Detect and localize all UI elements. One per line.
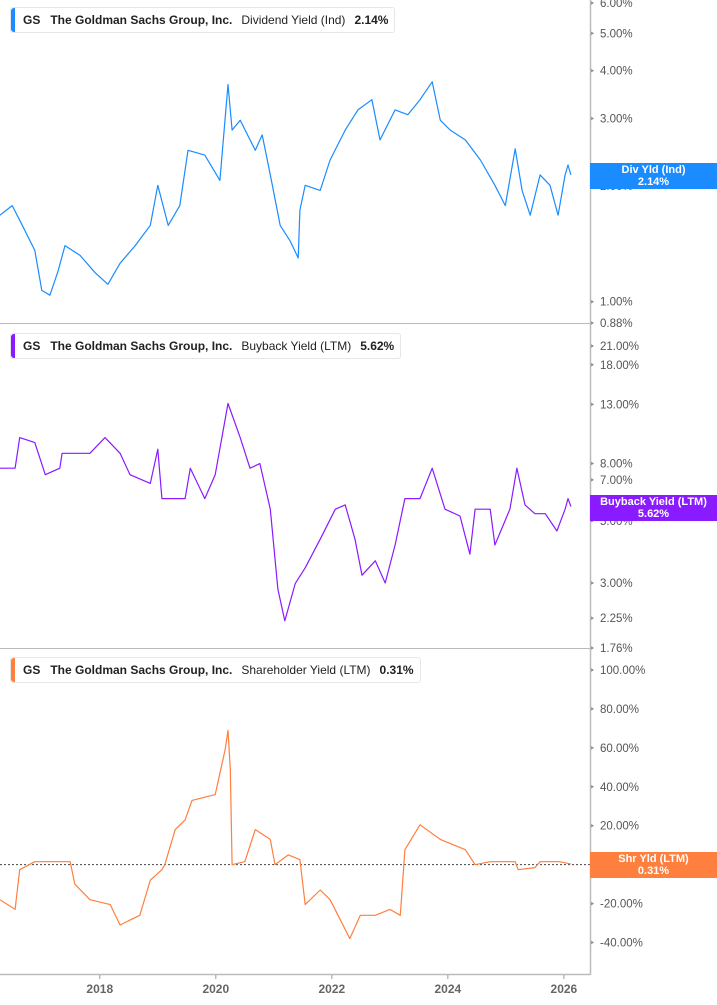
legend-company: The Goldman Sachs Group, Inc. — [50, 339, 233, 353]
legend-company: The Goldman Sachs Group, Inc. — [50, 663, 233, 677]
y-tick-label: 5.00% — [600, 28, 633, 40]
y-tick-label: 13.00% — [600, 399, 639, 411]
legend-shareholder-yield: GS The Goldman Sachs Group, Inc. Shareho… — [10, 657, 421, 683]
legend-value: 5.62% — [360, 339, 395, 353]
legend-metric: Buyback Yield (LTM) — [241, 339, 352, 353]
legend-ticker: GS — [23, 339, 41, 353]
series-color-swatch — [11, 8, 15, 32]
marker-label: Buyback Yield (LTM) — [600, 496, 707, 508]
x-tick-label: 2018 — [86, 982, 113, 996]
marker-value: 5.62% — [637, 508, 670, 520]
series-color-swatch — [11, 658, 15, 682]
marker-label: Div Yld (Ind) — [621, 164, 686, 176]
legend-buyback-yield: GS The Goldman Sachs Group, Inc. Buyback… — [10, 333, 402, 359]
y-tick-label: 0.88% — [600, 318, 633, 330]
series-line — [0, 729, 572, 940]
y-tick-label: 4.00% — [600, 66, 633, 78]
x-tick-label: 2022 — [318, 982, 345, 996]
series-line — [0, 81, 572, 296]
marker-label: Shr Yld (LTM) — [618, 853, 689, 865]
y-tick-label: 8.00% — [600, 459, 633, 471]
legend-value: 0.31% — [379, 663, 414, 677]
y-tick-label: 20.00% — [600, 821, 639, 833]
y-tick-label: 21.00% — [600, 341, 639, 353]
y-tick-label: 1.00% — [600, 297, 633, 309]
x-tick-label: 2020 — [202, 982, 229, 996]
y-tick-label: 80.00% — [600, 704, 639, 716]
y-tick-label: 3.00% — [600, 114, 633, 126]
series-color-swatch — [11, 334, 15, 358]
y-tick-label: 40.00% — [600, 782, 639, 794]
legend-company: The Goldman Sachs Group, Inc. — [50, 13, 233, 27]
y-tick-label: 100.00% — [600, 665, 645, 677]
legend-metric: Dividend Yield (Ind) — [241, 13, 346, 27]
x-tick-label: 2026 — [551, 982, 578, 996]
x-tick-label: 2024 — [435, 982, 462, 996]
marker-value: 2.14% — [637, 176, 670, 188]
current-value-marker-shareholder: Shr Yld (LTM) 0.31% — [590, 852, 717, 878]
current-value-marker-buyback: Buyback Yield (LTM) 5.62% — [590, 495, 717, 521]
legend-ticker: GS — [23, 663, 41, 677]
y-tick-label: 60.00% — [600, 743, 639, 755]
y-tick-label: -40.00% — [600, 938, 643, 950]
y-tick-label: 7.00% — [600, 475, 633, 487]
series-line — [0, 402, 572, 622]
current-value-marker-dividend: Div Yld (Ind) 2.14% — [590, 163, 717, 189]
legend-dividend-yield: GS The Goldman Sachs Group, Inc. Dividen… — [10, 7, 396, 33]
y-tick-label: 2.25% — [600, 613, 633, 625]
marker-value: 0.31% — [637, 865, 670, 877]
y-tick-label: 1.76% — [600, 643, 633, 655]
y-tick-label: 6.00% — [600, 0, 633, 10]
legend-value: 2.14% — [354, 13, 389, 27]
y-tick-label: -20.00% — [600, 899, 643, 911]
y-tick-label: 18.00% — [600, 360, 639, 372]
legend-ticker: GS — [23, 13, 41, 27]
legend-metric: Shareholder Yield (LTM) — [241, 663, 371, 677]
y-tick-label: 3.00% — [600, 578, 633, 590]
